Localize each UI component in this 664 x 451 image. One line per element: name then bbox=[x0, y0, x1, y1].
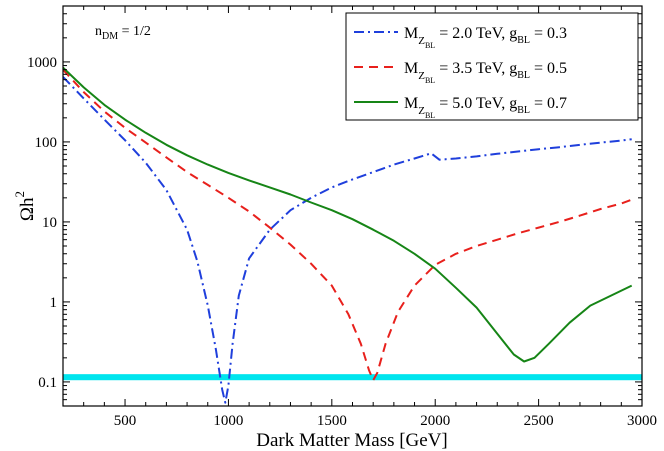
series-line-1 bbox=[63, 76, 632, 404]
legend-label-1: MZBL = 2.0 TeV, gBL = 0.3 bbox=[404, 25, 567, 50]
series-line-2 bbox=[63, 69, 633, 382]
x-tick-label: 1500 bbox=[317, 413, 347, 429]
y-tick-label: 0.1 bbox=[38, 375, 57, 391]
tick-layer: 500 1000 1500 2000 2500 3000 0.1 1 10 100 1000 bbox=[27, 6, 657, 429]
y-tick-label: 1000 bbox=[27, 55, 57, 71]
legend: MZBL = 2.0 TeV, gBL = 0.3 MZBL = 3.5 TeV,… bbox=[345, 12, 639, 121]
series-line-3 bbox=[63, 66, 633, 363]
relic-density-band bbox=[63, 374, 642, 381]
x-tick-label: 1000 bbox=[213, 413, 243, 429]
series-layer bbox=[63, 66, 633, 404]
x-tick-label: 3000 bbox=[627, 413, 657, 429]
legend-label-3: MZBL = 5.0 TeV, gBL = 0.7 bbox=[404, 95, 567, 120]
y-tick-label: 10 bbox=[42, 215, 57, 231]
annotation-ndm: nDM = 1/2 bbox=[95, 24, 151, 42]
y-tick-label: 100 bbox=[35, 135, 58, 151]
y-tick-label: 1 bbox=[50, 295, 58, 311]
x-tick-label: 2000 bbox=[420, 413, 450, 429]
relic-band-layer bbox=[63, 374, 642, 381]
y-axis-title: Ωh2 bbox=[12, 191, 38, 221]
x-tick-label: 500 bbox=[114, 413, 137, 429]
x-tick-label: 2500 bbox=[524, 413, 554, 429]
x-axis-title: Dark Matter Mass [GeV] bbox=[256, 430, 448, 451]
legend-label-2: MZBL = 3.5 TeV, gBL = 0.5 bbox=[404, 60, 567, 85]
